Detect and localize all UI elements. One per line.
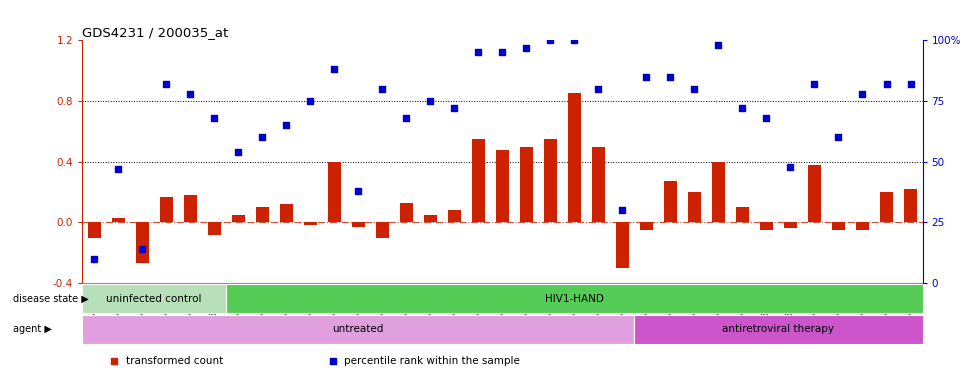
Bar bbox=[880, 192, 894, 222]
Bar bbox=[544, 139, 557, 222]
Point bbox=[590, 86, 606, 92]
Point bbox=[663, 74, 678, 80]
Point bbox=[134, 246, 150, 252]
Text: uninfected control: uninfected control bbox=[106, 293, 202, 303]
Bar bbox=[808, 165, 821, 222]
Bar bbox=[327, 162, 341, 222]
Text: agent ▶: agent ▶ bbox=[14, 324, 52, 334]
Point bbox=[831, 134, 846, 141]
Point bbox=[278, 122, 294, 128]
Point bbox=[614, 207, 630, 214]
Point bbox=[327, 66, 342, 73]
Point bbox=[879, 81, 895, 87]
Bar bbox=[568, 93, 581, 222]
Text: untreated: untreated bbox=[332, 324, 384, 334]
Bar bbox=[592, 147, 605, 222]
Bar bbox=[447, 210, 461, 222]
Text: percentile rank within the sample: percentile rank within the sample bbox=[344, 356, 521, 366]
Bar bbox=[135, 222, 149, 263]
Bar bbox=[303, 222, 317, 225]
Point bbox=[639, 74, 654, 80]
Bar bbox=[664, 181, 677, 222]
Point bbox=[711, 42, 726, 48]
Text: antiretroviral therapy: antiretroviral therapy bbox=[723, 324, 835, 334]
Bar bbox=[496, 149, 509, 222]
Point bbox=[302, 98, 318, 104]
Bar bbox=[615, 222, 629, 268]
Point bbox=[782, 164, 798, 170]
Bar bbox=[904, 189, 917, 222]
Point bbox=[422, 98, 438, 104]
Bar bbox=[256, 207, 269, 222]
Bar bbox=[111, 218, 125, 222]
Point bbox=[495, 50, 510, 56]
Point bbox=[470, 50, 486, 56]
Point bbox=[543, 37, 558, 43]
Bar bbox=[832, 222, 845, 230]
Point bbox=[758, 115, 774, 121]
Bar bbox=[760, 222, 773, 230]
Point bbox=[375, 86, 390, 92]
Bar bbox=[82, 314, 635, 344]
Point bbox=[351, 188, 366, 194]
Text: GDS4231 / 200035_at: GDS4231 / 200035_at bbox=[82, 26, 228, 39]
Text: disease state ▶: disease state ▶ bbox=[14, 293, 89, 303]
Bar bbox=[184, 195, 197, 222]
Text: transformed count: transformed count bbox=[126, 356, 223, 366]
Bar bbox=[352, 222, 365, 227]
Bar bbox=[159, 197, 173, 222]
Point bbox=[687, 86, 702, 92]
Point bbox=[207, 115, 222, 121]
Point bbox=[446, 105, 462, 111]
Bar bbox=[88, 222, 100, 238]
Point bbox=[158, 81, 174, 87]
Point bbox=[567, 37, 582, 43]
Point bbox=[183, 91, 198, 97]
Bar bbox=[208, 222, 221, 235]
Bar bbox=[635, 314, 923, 344]
Bar bbox=[688, 192, 701, 222]
Bar bbox=[520, 147, 533, 222]
Point bbox=[399, 115, 414, 121]
Bar bbox=[376, 222, 389, 238]
Point bbox=[785, 183, 801, 189]
Point bbox=[254, 134, 270, 141]
Point bbox=[110, 166, 126, 172]
Bar bbox=[400, 203, 412, 222]
Bar bbox=[783, 222, 797, 228]
Bar bbox=[856, 222, 869, 230]
Bar bbox=[639, 222, 653, 230]
Point bbox=[807, 81, 822, 87]
Point bbox=[855, 91, 870, 97]
Bar bbox=[424, 215, 437, 222]
Text: HIV1-HAND: HIV1-HAND bbox=[545, 293, 604, 303]
Bar bbox=[471, 139, 485, 222]
Point bbox=[735, 105, 751, 111]
Bar bbox=[82, 284, 226, 313]
Bar bbox=[736, 207, 749, 222]
Point bbox=[519, 45, 534, 51]
Bar bbox=[279, 204, 293, 222]
Point bbox=[903, 81, 919, 87]
Bar bbox=[712, 162, 725, 222]
Point bbox=[231, 149, 246, 155]
Bar bbox=[232, 215, 244, 222]
Point bbox=[86, 256, 101, 262]
Bar bbox=[226, 284, 923, 313]
